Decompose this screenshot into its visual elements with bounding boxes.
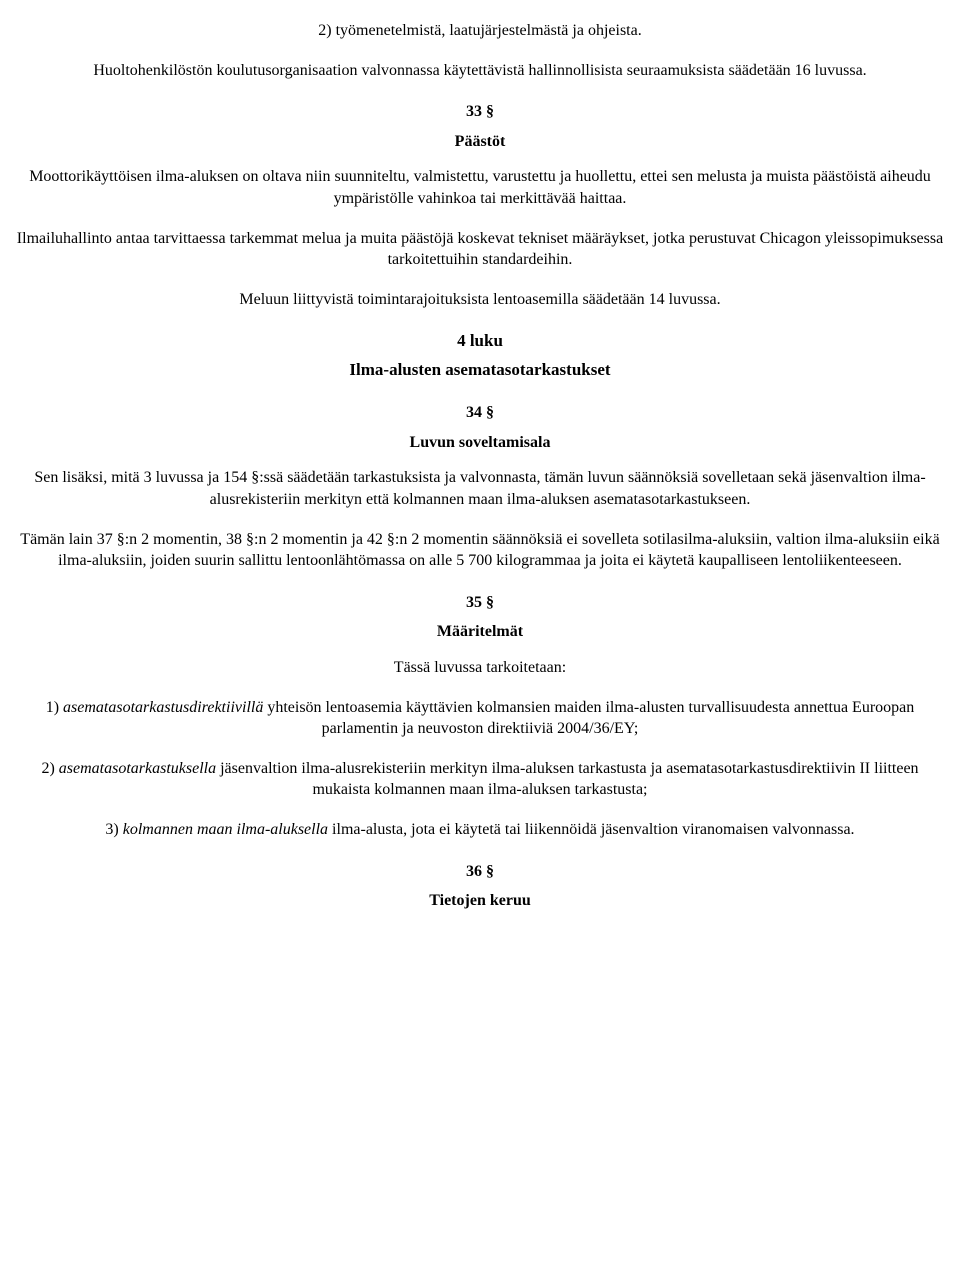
definition-item: 1) asematasotarkastusdirektiivillä yhtei… [16,697,944,740]
section-number: 36 § [16,861,944,883]
section-title: Päästöt [16,131,944,153]
paragraph: Meluun liittyvistä toimintarajoituksista… [16,289,944,311]
section-title: Luvun soveltamisala [16,432,944,454]
paragraph: Moottorikäyttöisen ilma-aluksen on oltav… [16,166,944,209]
definition-prefix: 1) [46,699,63,716]
definition-item: 2) asematasotarkastuksella jäsenvaltion … [16,758,944,801]
chapter-number: 4 luku [16,330,944,353]
definition-term: asematasotarkastusdirektiivillä [63,699,263,716]
definition-text: jäsenvaltion ilma-alusrekisteriin merkit… [216,760,918,799]
definition-term: kolmannen maan ilma-aluksella [123,821,328,838]
section-title: Määritelmät [16,621,944,643]
paragraph: Sen lisäksi, mitä 3 luvussa ja 154 §:ssä… [16,467,944,510]
paragraph: Tässä luvussa tarkoitetaan: [16,657,944,679]
definition-prefix: 3) [105,821,122,838]
paragraph: Huoltohenkilöstön koulutusorganisaation … [16,60,944,82]
definition-term: asematasotarkastuksella [59,760,216,777]
paragraph: Tämän lain 37 §:n 2 momentin, 38 §:n 2 m… [16,529,944,572]
paragraph: 2) työmenetelmistä, laatujärjestelmästä … [16,20,944,42]
paragraph: Ilmailuhallinto antaa tarvittaessa tarke… [16,228,944,271]
definition-text: ilma-alusta, jota ei käytetä tai liikenn… [328,821,855,838]
chapter-title: Ilma-alusten asematasotarkastukset [16,359,944,382]
section-number: 35 § [16,592,944,614]
section-title: Tietojen keruu [16,890,944,912]
section-number: 34 § [16,402,944,424]
definition-text: yhteisön lentoasemia käyttävien kolmansi… [263,699,914,738]
definition-item: 3) kolmannen maan ilma-aluksella ilma-al… [16,819,944,841]
section-number: 33 § [16,101,944,123]
definition-prefix: 2) [41,760,58,777]
